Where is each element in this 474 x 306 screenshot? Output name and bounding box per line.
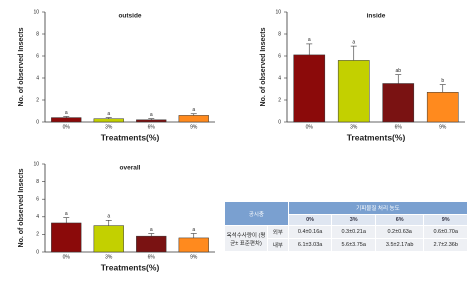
bar bbox=[136, 235, 167, 253]
y-tick-label: 6 bbox=[36, 53, 39, 59]
cell: 5.6±3.75a bbox=[331, 238, 376, 252]
x-tick-label: 3% bbox=[350, 124, 358, 130]
chart-title: overall bbox=[120, 165, 141, 172]
bar bbox=[136, 119, 167, 123]
y-tick-label: 6 bbox=[278, 53, 281, 59]
cell: 0.4±0.16a bbox=[287, 225, 333, 239]
chart-title: outside bbox=[118, 13, 141, 20]
letter-label: a bbox=[107, 214, 110, 220]
corner: 공시충 bbox=[224, 201, 289, 226]
x-tick-label: 0% bbox=[63, 254, 71, 260]
letter-label: a bbox=[107, 111, 110, 117]
x-axis-label: Treatments(%) bbox=[347, 132, 406, 142]
x-tick-label: 9% bbox=[190, 254, 198, 260]
cell: 3.5±2.17ab bbox=[374, 238, 425, 252]
cell: 0.3±0.21a bbox=[331, 225, 376, 239]
cell: 6.1±3.03a bbox=[287, 238, 333, 252]
cell: 2.7±2.36b bbox=[423, 238, 468, 252]
x-tick-label: 9% bbox=[439, 124, 447, 130]
letter-label: ab bbox=[395, 68, 401, 74]
bar bbox=[51, 117, 82, 123]
cell: 0.2±0.63a bbox=[374, 225, 425, 239]
y-tick-label: 2 bbox=[278, 97, 281, 103]
letter-label: a bbox=[192, 227, 195, 233]
bar bbox=[382, 83, 415, 123]
y-tick-label: 0 bbox=[36, 119, 39, 125]
x-tick-label: 0% bbox=[63, 124, 71, 130]
x-tick-label: 3% bbox=[105, 124, 113, 130]
bar bbox=[93, 225, 124, 253]
x-axis-label: Treatments(%) bbox=[101, 262, 160, 272]
cell: 내부 bbox=[267, 238, 289, 252]
bar bbox=[293, 54, 326, 123]
letter-label: a bbox=[192, 107, 195, 113]
letter-label: a bbox=[150, 227, 153, 233]
y-axis-label: No. of observed Insects bbox=[18, 168, 25, 247]
y-tick-label: 10 bbox=[33, 9, 39, 15]
y-axis-label: No. of observed Insects bbox=[260, 27, 267, 106]
row-header: 옥석수사량이 (평균± 표준편차) bbox=[224, 225, 268, 252]
y-tick-label: 4 bbox=[278, 75, 281, 81]
x-axis-label: Treatments(%) bbox=[101, 132, 160, 142]
x-tick-label: 9% bbox=[190, 124, 198, 130]
x-tick-label: 0% bbox=[306, 124, 314, 130]
cell: 외부 bbox=[267, 225, 289, 239]
y-tick-label: 10 bbox=[33, 161, 39, 167]
y-tick-label: 2 bbox=[36, 97, 39, 103]
y-tick-label: 0 bbox=[278, 119, 281, 125]
letter-label: b bbox=[441, 78, 444, 84]
letter-label: a bbox=[150, 112, 153, 118]
y-tick-label: 10 bbox=[275, 9, 281, 15]
y-tick-label: 4 bbox=[36, 214, 39, 220]
x-tick-label: 6% bbox=[148, 124, 156, 130]
bar bbox=[337, 60, 370, 123]
bar bbox=[51, 222, 82, 253]
cell: 0.6±0.70a bbox=[423, 225, 468, 239]
bar bbox=[93, 118, 124, 123]
col-header: 3% bbox=[331, 214, 376, 226]
y-axis-label: No. of observed Insects bbox=[18, 27, 25, 106]
y-tick-label: 8 bbox=[36, 31, 39, 37]
bar bbox=[178, 115, 209, 123]
x-tick-label: 3% bbox=[105, 254, 113, 260]
y-tick-label: 4 bbox=[36, 75, 39, 81]
data-table: 공시충 기피물질 처리 농도 0% 3% 6% 9% 옥석수사량이 (평균± 표… bbox=[224, 201, 469, 252]
bar bbox=[178, 237, 209, 253]
col-header: 9% bbox=[423, 214, 468, 226]
group-header: 기피물질 처리 농도 bbox=[287, 201, 469, 215]
y-tick-label: 8 bbox=[278, 31, 281, 37]
y-tick-label: 2 bbox=[36, 232, 39, 238]
y-tick-label: 6 bbox=[36, 197, 39, 203]
col-header: 0% bbox=[287, 214, 333, 226]
x-tick-label: 6% bbox=[148, 254, 156, 260]
y-tick-label: 8 bbox=[36, 179, 39, 185]
letter-label: a bbox=[352, 39, 355, 45]
letter-label: a bbox=[65, 211, 68, 217]
letter-label: a bbox=[65, 110, 68, 116]
col-header: 6% bbox=[374, 214, 425, 226]
letter-label: a bbox=[308, 37, 311, 43]
chart-title: inside bbox=[367, 13, 386, 20]
bar bbox=[426, 92, 459, 123]
y-tick-label: 0 bbox=[36, 249, 39, 255]
x-tick-label: 6% bbox=[395, 124, 403, 130]
